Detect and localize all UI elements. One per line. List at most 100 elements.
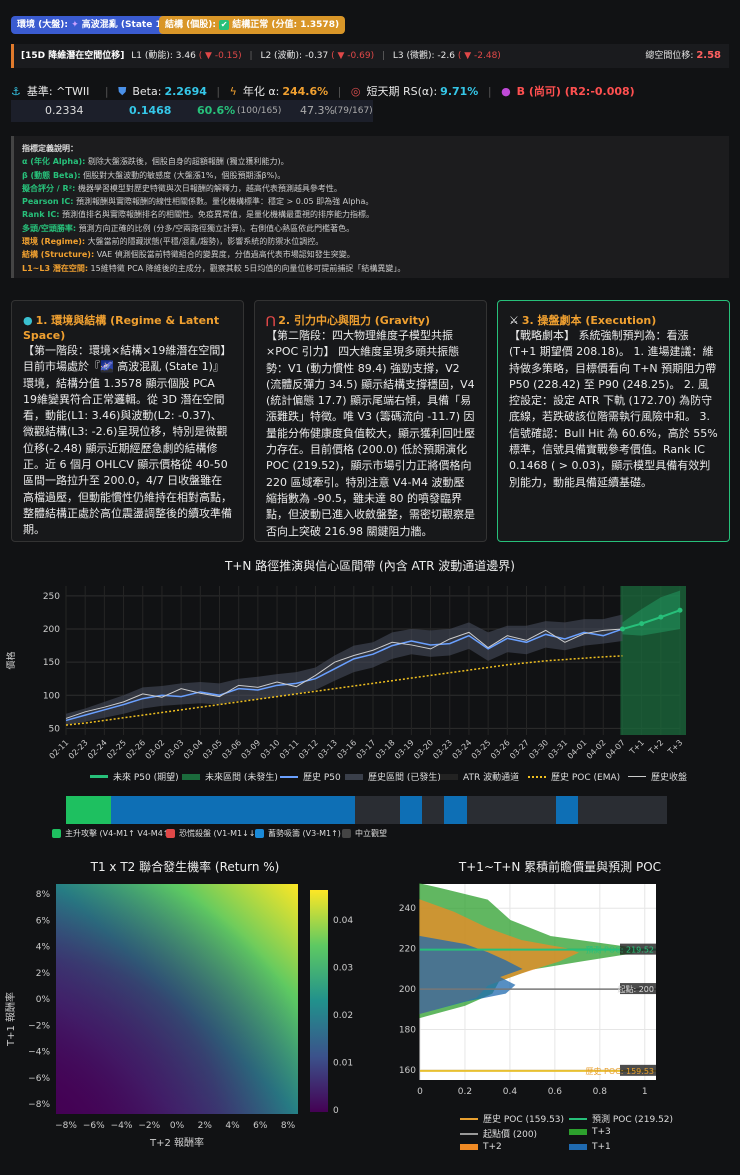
regime-legend-label: 恐慌殺盤 (V1-M1↓↓) [179,829,259,838]
legend-swatch [90,775,108,778]
hit-detail: (100/165) [237,106,282,116]
definitions-list: α (年化 Alpha): 剔除大盤漲跌後，個股自身的超額報酬 (獨立獲利能力)… [22,155,721,275]
spread-value: 47.3% [300,104,335,117]
vp-legend-swatch [569,1117,587,1120]
spread-detail: (79/167) [334,106,373,116]
x-tick-label: 03-25 [470,738,493,761]
legend-label: 未來 P50 (期望) [113,773,179,783]
l3-value: -2.6 [437,51,455,61]
definition-key: 結構 (Structure): [22,250,95,260]
x-tick-label: 4% [225,1121,240,1131]
y-tick-label: 250 [43,592,60,602]
hist-poc-label-bg [620,1064,656,1076]
metrics-row: ⚓ 基準: ^TWII | ⛊ Beta: 2.2694 | ϟ 年化 α: 244.6%… [11,85,635,98]
x-tick-label: 02-11 [48,738,71,761]
vp-legend-item: T+1 [569,1142,611,1152]
x-tick-label: 0.8 [593,1087,608,1094]
l1-delta: ( ▼ -0.15) [198,51,242,61]
beta-value: 2.2694 [164,85,207,98]
definition-item: 多頭/空頭勝率: 預測方向正確的比例 (分多/空兩路徑獨立計算)。右側值心熱區依… [22,222,721,235]
volume-profile-title: T+1~T+N 累積前瞻價量與預測 POC [458,860,662,874]
alpha-label: 年化 α: [242,85,280,98]
crossed-swords-icon: ⚔ [509,314,519,327]
legend-label: 未來區間 (未發生) [205,773,278,783]
hist-poc-label: 歷史 POC: 159.53 [586,1066,654,1076]
check-mark-icon: ✔ [219,20,230,30]
legend-item: ATR 波動通道 [440,770,519,783]
x-tick-label: 0.6 [548,1087,563,1094]
structure-label: 結構 (個股): [165,20,216,30]
historic-band [66,614,623,726]
x-axis-label: T+2 報酬率 [149,1136,204,1149]
heatmap-title: T1 x T2 聯合發生機率 (Return %) [90,860,280,874]
latent-displacement-bar: [15D 降維潛在空間位移] L1 (動能): 3.46 ( ▼ -0.15) … [11,44,729,68]
rank-ic-value: 0.1468 [129,104,172,117]
future-p50-point [639,621,645,627]
x-tick-label: 03-03 [163,738,186,761]
magnet-icon: ⋂ [266,314,276,327]
l2-value: -0.37 [304,51,329,61]
regime-legend-swatch [166,829,175,838]
hit-value: 60.6% [197,104,236,117]
x-tick-label: 03-05 [201,738,224,761]
l1-label: L1 (動能): [131,51,173,61]
definition-key: L1~L3 潛在空間: [22,263,89,273]
x-tick-label: −4% [111,1121,133,1131]
profile-t1 [419,935,523,1015]
regime-segment-neutral [355,796,400,824]
y-axis-label: 價格 [5,651,17,669]
card-execution: ⚔ 3. 操盤劇本 (Execution) 【戰略劇本】 系統強制預判為：看漲 (… [497,300,730,542]
x-tick-label: 04-02 [585,738,608,761]
regime-legend-label: 蓄勢吸籌 (V3-M1↑) [268,829,341,838]
card-title-text: 1. 環境與結構 (Regime & Latent Space) [23,314,220,342]
x-tick-label: T+3 [666,738,685,757]
definition-text: 預測值排名與實際報酬排名的相關性。免疫異常值，是量化機構最重視的排序能力指標。 [59,210,374,220]
legend-swatch [280,775,298,778]
x-tick-label: T+1 [627,738,646,757]
latent-title: [15D 降維潛在空間位移] [21,51,125,61]
future-region [620,586,686,735]
vp-legend-swatch [569,1144,587,1150]
x-tick-label: 2% [198,1121,213,1131]
y-tick-label: −6% [28,1074,50,1084]
regime-segment-accumulate [399,796,423,824]
definition-item: 擬合評分 / R²: 機器學習模型對歷史特徵與次日報酬的解釋力，越高代表預測越具… [22,182,721,195]
regime-legend-swatch [342,829,351,838]
definition-key: Pearson IC: [22,197,74,207]
lightning-icon: ϟ [229,85,237,98]
x-tick-label: 0 [417,1087,423,1094]
x-tick-label: 03-18 [374,738,397,761]
x-tick-label: 03-27 [508,738,531,761]
legend-label: ATR 波動通道 [463,773,520,783]
rs-label: 短天期 RS(α): [366,85,438,98]
y-axis-label: T+1 報酬率 [4,992,17,1047]
structure-pill: 結構 (個股): ✔ 結構正常 (分值: 1.3578) [159,16,346,34]
beta-label: Beta: [132,85,162,98]
x-tick-label: 03-02 [144,738,167,761]
regime-legend-item: 蓄勢吸籌 (V3-M1↑) [255,828,341,839]
definition-key: Rank IC: [22,210,60,220]
regime-legend-item: 中立觀望 [342,828,387,839]
legend-swatch [345,773,363,780]
future-p50-point [658,614,664,620]
vp-legend-swatch [460,1117,478,1120]
x-tick-label: 03-06 [220,738,243,761]
y-tick-label: 0% [36,995,51,1005]
regime-segment-neutral [577,796,668,824]
regime-value: 高波混亂 (State 1) [81,20,166,30]
x-tick-label: 8% [281,1121,296,1131]
x-tick-label: T+2 [646,738,665,757]
future-p50-point [677,607,683,613]
x-tick-label: 03-04 [182,738,205,761]
definition-item: α (年化 Alpha): 剔除大盤漲跌後，個股自身的超額報酬 (獨立獲利能力)… [22,155,721,168]
y-tick-label: 200 [399,985,416,995]
vp-legend-label: T+3 [592,1127,611,1137]
x-tick-label: −8% [55,1121,77,1131]
predicted-poc-label: 預測 POC: 219.52 [586,945,654,955]
l3-delta: ( ▼ -2.48) [457,51,501,61]
vp-legend-label: 歷史 POC (159.53) [483,1115,565,1125]
vp-legend-swatch [460,1144,478,1150]
grade-label: B (尚可) (R2:-0.008) [516,85,635,98]
metrics-values-row: 0.2334 0.1468 60.6% (100/165) 47.3% (79/… [11,100,373,122]
milky-way-icon: ✦ [71,20,79,30]
